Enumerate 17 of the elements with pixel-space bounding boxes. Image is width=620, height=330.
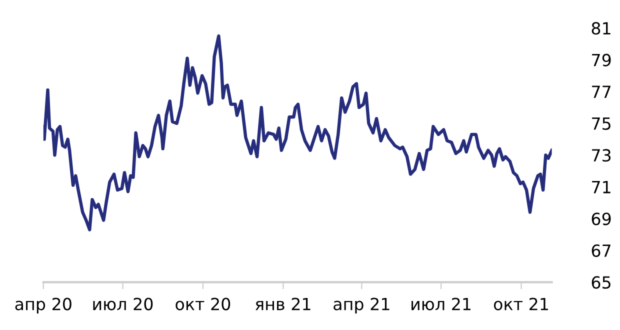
line-series [43,34,552,232]
y-tick-label: 73 [592,149,611,162]
y-tick-label: 77 [592,86,610,98]
x-tick-label: окт 20 [176,298,230,310]
y-tick-label: 69 [592,212,611,226]
x-tick-label: апр 21 [334,298,390,314]
y-tick-label: 75 [592,118,610,130]
y-tick-label: 65 [592,276,610,289]
x-tick-label: янв 21 [256,298,310,310]
y-tick-label: 81 [592,22,610,35]
x-tick-label: июл 21 [412,298,471,310]
y-tick-label: 67 [592,244,610,257]
x-tick-label: апр 20 [15,298,72,314]
y-tick-label: 71 [592,181,610,194]
y-tick-label: 79 [592,54,611,66]
x-tick-label: июл 20 [93,298,153,310]
x-tick-label: окт 21 [494,298,548,310]
